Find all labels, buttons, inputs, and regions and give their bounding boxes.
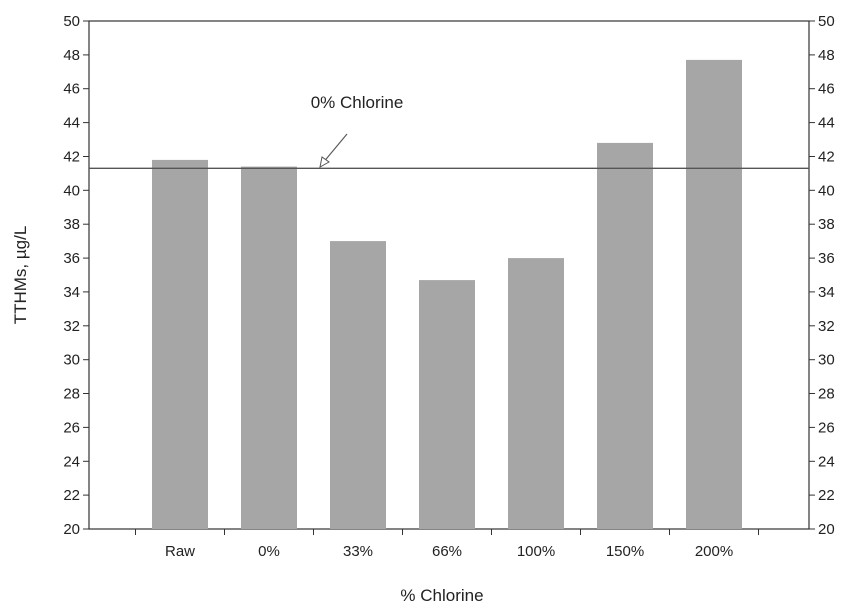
left-y-tick-label: 22 [63, 487, 80, 504]
right-y-tick-label: 34 [818, 284, 835, 301]
right-y-tick-label: 48 [818, 47, 835, 64]
right-y-tick-label: 42 [818, 149, 835, 166]
bars-layer [152, 59, 742, 530]
left-y-tick-label: 42 [63, 149, 80, 166]
x-tick-label: 150% [606, 543, 644, 560]
left-y-tick-label: 38 [63, 216, 80, 233]
left-y-tick-label: 44 [63, 115, 80, 132]
right-y-axis: 20 22 24 26 28 30 32 34 36 38 40 42 44 46 48 50 [809, 13, 835, 538]
left-y-tick-label: 28 [63, 386, 80, 403]
bar-100pct [508, 258, 564, 529]
reference-line-layer: 0% Chlorine [89, 93, 809, 169]
left-y-tick-label: 50 [63, 13, 80, 30]
bar-raw [152, 159, 208, 529]
x-tick-label: 100% [517, 543, 555, 560]
left-y-tick-label: 26 [63, 419, 80, 436]
reference-line-label: 0% Chlorine [311, 93, 404, 112]
left-y-tick-label: 30 [63, 352, 80, 369]
left-y-tick-label: 34 [63, 284, 80, 301]
left-y-tick-label: 48 [63, 47, 80, 64]
left-y-tick-label: 32 [63, 318, 80, 335]
right-y-tick-label: 36 [818, 250, 835, 267]
right-y-tick-label: 24 [818, 453, 835, 470]
x-axis-title: % Chlorine [400, 586, 483, 605]
right-y-tick-label: 20 [818, 521, 835, 538]
right-y-tick-label: 44 [818, 115, 835, 132]
right-y-tick-label: 50 [818, 13, 835, 30]
right-y-tick-label: 28 [818, 386, 835, 403]
left-y-axis: 20 22 24 26 28 30 32 34 36 38 40 42 44 46 48 50 [63, 13, 89, 538]
right-y-tick-label: 26 [818, 419, 835, 436]
x-axis: Raw 0% 33% 66% 100% 150% 200% [135, 529, 759, 560]
right-y-tick-label: 38 [818, 216, 835, 233]
x-tick-label: 66% [432, 543, 462, 560]
left-y-tick-label: 36 [63, 250, 80, 267]
right-y-tick-label: 40 [818, 182, 835, 199]
bar-66pct [419, 280, 475, 529]
right-y-tick-label: 32 [818, 318, 835, 335]
bar-33pct [330, 241, 386, 529]
x-tick-label: Raw [165, 543, 195, 560]
bar-200pct [686, 59, 742, 530]
bar-0pct [241, 166, 297, 529]
x-tick-label: 33% [343, 543, 373, 560]
right-y-tick-label: 46 [818, 81, 835, 98]
right-y-tick-label: 22 [818, 487, 835, 504]
bar-150pct [597, 142, 653, 529]
annotation-arrowhead [319, 156, 330, 168]
left-y-tick-label: 40 [63, 182, 80, 199]
left-y-tick-label: 24 [63, 453, 80, 470]
right-y-tick-label: 30 [818, 352, 835, 369]
left-y-tick-label: 20 [63, 521, 80, 538]
x-tick-label: 200% [695, 543, 733, 560]
left-y-tick-label: 46 [63, 81, 80, 98]
y-axis-title: TTHMs, µg/L [11, 226, 30, 325]
x-tick-label: 0% [258, 543, 280, 560]
annotation-arrow [321, 133, 348, 165]
